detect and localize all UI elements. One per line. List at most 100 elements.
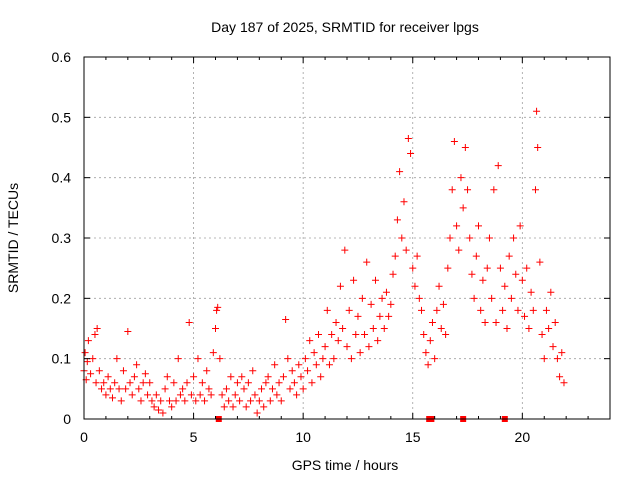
x-tick-label: 0: [80, 429, 88, 445]
data-point: [247, 397, 255, 405]
data-point: [299, 385, 307, 393]
data-point: [424, 361, 432, 369]
data-point: [130, 373, 138, 381]
y-tick-label: 0.6: [52, 49, 72, 65]
data-point: [437, 325, 445, 332]
data-point: [268, 385, 276, 393]
data-point: [330, 355, 338, 363]
data-point: [249, 367, 257, 375]
data-point: [402, 246, 410, 254]
y-tick-label: 0.2: [52, 290, 72, 306]
data-point: [479, 276, 487, 284]
data-point: [117, 397, 125, 405]
data-point: [510, 234, 518, 242]
data-point: [553, 355, 561, 363]
data-point: [198, 379, 206, 387]
data-point: [271, 361, 279, 369]
data-point: [499, 306, 507, 314]
data-points: [80, 107, 568, 417]
data-point: [435, 282, 443, 290]
data-point: [483, 264, 491, 272]
data-point: [216, 355, 224, 363]
x-tick-label: 5: [190, 429, 198, 445]
data-point: [253, 409, 261, 417]
data-point: [363, 258, 371, 266]
data-point: [185, 318, 193, 326]
data-point: [308, 379, 316, 387]
data-point: [328, 331, 336, 339]
data-point: [262, 379, 270, 387]
data-point: [380, 325, 388, 332]
data-point: [450, 137, 458, 145]
data-point: [203, 367, 211, 375]
data-point: [391, 252, 399, 260]
data-point: [286, 385, 294, 393]
x-tick-label: 10: [295, 429, 311, 445]
data-point: [236, 397, 244, 405]
data-point: [415, 294, 423, 302]
data-point: [428, 318, 436, 326]
data-point: [95, 367, 103, 375]
data-point: [282, 315, 290, 323]
data-point: [310, 349, 318, 357]
data-point: [222, 385, 230, 393]
data-point: [350, 276, 358, 284]
data-point: [91, 331, 99, 339]
data-point: [361, 331, 369, 339]
data-point: [133, 361, 141, 369]
data-point: [284, 355, 292, 363]
data-point: [413, 252, 421, 260]
data-point: [512, 270, 520, 278]
x-tick-labels: 0 5 10 15 20: [80, 429, 530, 445]
data-point: [560, 379, 568, 387]
y-tick-label: 0: [63, 411, 71, 427]
data-point: [367, 300, 375, 308]
data-point: [542, 306, 550, 314]
data-point: [83, 358, 91, 366]
data-point: [128, 391, 136, 399]
data-point: [540, 355, 548, 363]
data-point: [242, 403, 250, 411]
y-tick-label: 0.3: [52, 230, 72, 246]
data-point: [273, 391, 281, 399]
data-point: [89, 355, 97, 363]
data-point: [201, 397, 209, 405]
data-point: [205, 385, 213, 393]
data-point: [396, 168, 404, 176]
data-point: [135, 385, 143, 393]
data-point: [343, 343, 351, 351]
data-point: [457, 174, 465, 182]
data-point: [531, 186, 539, 194]
data-point: [503, 325, 511, 332]
data-point: [374, 337, 382, 345]
data-point: [161, 385, 169, 393]
data-point: [229, 403, 237, 411]
data-point: [556, 373, 564, 381]
data-point: [400, 198, 408, 206]
data-point: [536, 258, 544, 266]
data-point: [288, 367, 296, 375]
data-point: [244, 379, 252, 387]
data-point: [312, 361, 320, 369]
data-point: [238, 373, 246, 381]
data-point: [102, 391, 110, 399]
y-tick-label: 0.5: [52, 109, 72, 125]
data-point: [455, 246, 463, 254]
data-point: [407, 150, 415, 158]
data-point: [152, 391, 160, 399]
data-point: [115, 385, 123, 393]
data-point: [106, 385, 114, 393]
data-point: [150, 403, 158, 411]
data-point: [371, 276, 379, 284]
data-point: [266, 397, 274, 405]
data-point: [336, 282, 344, 290]
data-point: [551, 318, 559, 326]
data-point: [212, 325, 219, 332]
data-point: [126, 379, 134, 387]
data-point: [190, 373, 198, 381]
data-point: [442, 331, 450, 339]
data-point: [176, 391, 184, 399]
data-point: [488, 294, 496, 302]
data-point: [317, 373, 325, 381]
